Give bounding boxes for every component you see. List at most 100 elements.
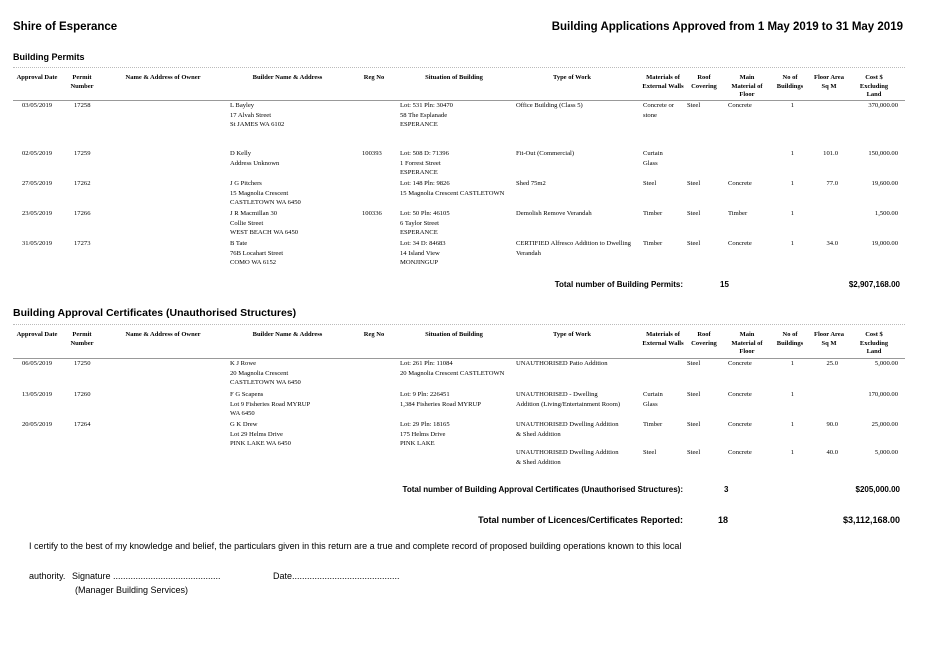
- builder-line: Collie Street: [230, 219, 264, 227]
- type-of-work-line: UNAUTHORISED - Dwelling: [516, 391, 598, 398]
- floor-material: Concrete: [728, 449, 752, 456]
- floor-material: Concrete: [728, 180, 752, 187]
- external-walls-line: Timber: [643, 421, 663, 428]
- builder-line: G K Drew: [230, 421, 258, 428]
- builder-line: J R Macmillan 30: [230, 210, 278, 217]
- permits-header-no-buildings: No of Buildings: [776, 74, 804, 90]
- external-walls-line: Glass: [643, 400, 658, 408]
- floor-material: Concrete: [728, 102, 752, 109]
- external-walls-line: Concrete or: [643, 102, 674, 109]
- certificates-section-title: Building Approval Certificates (Unauthor…: [13, 307, 297, 319]
- type-of-work-line: & Shed Addition: [516, 430, 561, 438]
- builder-line: WA 6450: [230, 410, 255, 417]
- certificates-header-no-buildings: No of Buildings: [776, 331, 804, 347]
- builder-line: 15 Magnolia Crescent: [230, 189, 289, 197]
- no-of-buildings: 1: [790, 360, 794, 367]
- certificates-header-owner: Name & Address of Owner: [125, 331, 201, 338]
- permits-header-permit-number: Permit Number: [70, 74, 94, 90]
- situation-line: 6 Taylor Street: [400, 219, 439, 227]
- certificates-total-count: 3: [724, 485, 729, 494]
- external-walls-line: Glass: [643, 159, 658, 167]
- permits-header-cost: Cost $ Excluding Land: [859, 74, 889, 98]
- situation-line: 14 Island View: [400, 249, 440, 257]
- no-of-buildings: 1: [790, 421, 794, 428]
- situation-line: Lot: 50 Pln: 46105: [400, 210, 450, 217]
- situation-line: ESPERANCE: [400, 121, 438, 128]
- builder-line: CASTLETOWN WA 6450: [230, 199, 301, 206]
- external-walls-line: Timber: [643, 210, 663, 217]
- permit-number: 17264: [74, 421, 91, 428]
- cost-excluding-land: 19,600.00: [871, 180, 898, 187]
- type-of-work-line: Shed 75m2: [516, 180, 546, 187]
- permit-number: 17250: [74, 360, 91, 367]
- reg-no: 100393: [362, 150, 382, 157]
- situation-line: 15 Magnolia Crescent CASTLETOWN: [400, 189, 505, 197]
- certification-statement: I certify to the best of my knowledge an…: [29, 541, 682, 551]
- permits-header-roof: Roof Covering: [691, 74, 717, 90]
- no-of-buildings: 1: [790, 102, 794, 109]
- grand-total-count: 18: [718, 515, 729, 525]
- type-of-work-line: Demolish Remove Verandah: [516, 210, 592, 217]
- permit-number: 17260: [74, 391, 91, 398]
- roof-covering: Steel: [687, 180, 701, 187]
- roof-covering: Steel: [687, 102, 701, 109]
- authority-label: authority.: [29, 571, 66, 581]
- type-of-work-line: CERTIFIED Alfresco Addition to Dwelling: [516, 240, 631, 247]
- builder-line: Lot 9 Fisheries Road MYRUP: [230, 400, 311, 408]
- permits-total-cost: $2,907,168.00: [848, 280, 900, 289]
- signatory-role: (Manager Building Services): [75, 585, 189, 595]
- roof-covering: Steel: [687, 360, 701, 367]
- permits-header-situation: Situation of Building: [425, 74, 483, 81]
- certificates-header-approval-date: Approval Date: [16, 331, 58, 338]
- builder-line: L Bayley: [230, 102, 255, 109]
- floor-material: Concrete: [728, 391, 752, 398]
- builder-line: F G Scapens: [230, 391, 264, 398]
- certificates-header-main-floor: Main Material of Floor: [731, 331, 763, 355]
- permits-header-approval-date: Approval Date: [16, 74, 58, 81]
- roof-covering: Steel: [687, 421, 701, 428]
- floor-area: 77.0: [826, 180, 838, 187]
- external-walls-line: Curtain: [643, 391, 663, 398]
- approval-date: 23/05/2019: [22, 210, 53, 217]
- permits-header-main-floor: Main Material of Floor: [731, 74, 763, 98]
- roof-covering: Steel: [687, 449, 701, 456]
- no-of-buildings: 1: [790, 240, 794, 247]
- situation-line: Lot: 261 Pln: 11084: [400, 360, 453, 367]
- cost-excluding-land: 170,000.00: [868, 391, 898, 398]
- approval-date: 13/05/2019: [22, 391, 53, 398]
- situation-line: Lot: 148 Pln: 9826: [400, 180, 450, 187]
- approval-date: 02/05/2019: [22, 150, 53, 157]
- reg-no: 100336: [362, 210, 382, 217]
- permit-number: 17262: [74, 180, 91, 187]
- signature-line: Signature ..............................…: [72, 571, 221, 581]
- permit-number: 17273: [74, 240, 91, 247]
- situation-line: Lot: 34 D: 84683: [400, 240, 446, 247]
- situation-line: MONJINGUP: [400, 259, 439, 266]
- situation-line: Lot: 9 Pln: 226451: [400, 391, 450, 398]
- grand-total-cost: $3,112,168.00: [842, 515, 900, 525]
- roof-covering: Steel: [687, 391, 701, 398]
- situation-line: 20 Magnolia Crescent CASTLETOWN: [400, 369, 505, 377]
- permits-header-type-of-work: Type of Work: [552, 74, 592, 81]
- approval-date: 03/05/2019: [22, 102, 53, 109]
- situation-line: ESPERANCE: [400, 169, 438, 176]
- builder-line: Address Unknown: [230, 159, 280, 167]
- permits-header-builder: Builder Name & Address: [252, 74, 323, 81]
- floor-area: 34.0: [826, 240, 838, 247]
- permit-number: 17258: [74, 102, 91, 109]
- roof-covering: Steel: [687, 210, 701, 217]
- floor-area: 25.0: [826, 360, 838, 367]
- builder-line: B Tate: [230, 240, 248, 247]
- floor-material: Concrete: [728, 240, 752, 247]
- roof-covering: Steel: [687, 240, 701, 247]
- cost-excluding-land: 5,000.00: [874, 360, 898, 367]
- certificates-header-reg-no: Reg No: [363, 331, 385, 338]
- org-name: Shire of Esperance: [13, 21, 118, 33]
- situation-line: 1,384 Fisheries Road MYRUP: [400, 400, 481, 408]
- cost-excluding-land: 25,000.00: [871, 421, 898, 428]
- situation-line: PINK LAKE: [400, 440, 435, 447]
- certificates-header-permit-number: Permit Number: [70, 331, 94, 347]
- cost-excluding-land: 1,500.00: [874, 210, 898, 217]
- situation-line: Lot: 29 Pln: 18165: [400, 421, 450, 428]
- cost-excluding-land: 150,000.00: [868, 150, 898, 157]
